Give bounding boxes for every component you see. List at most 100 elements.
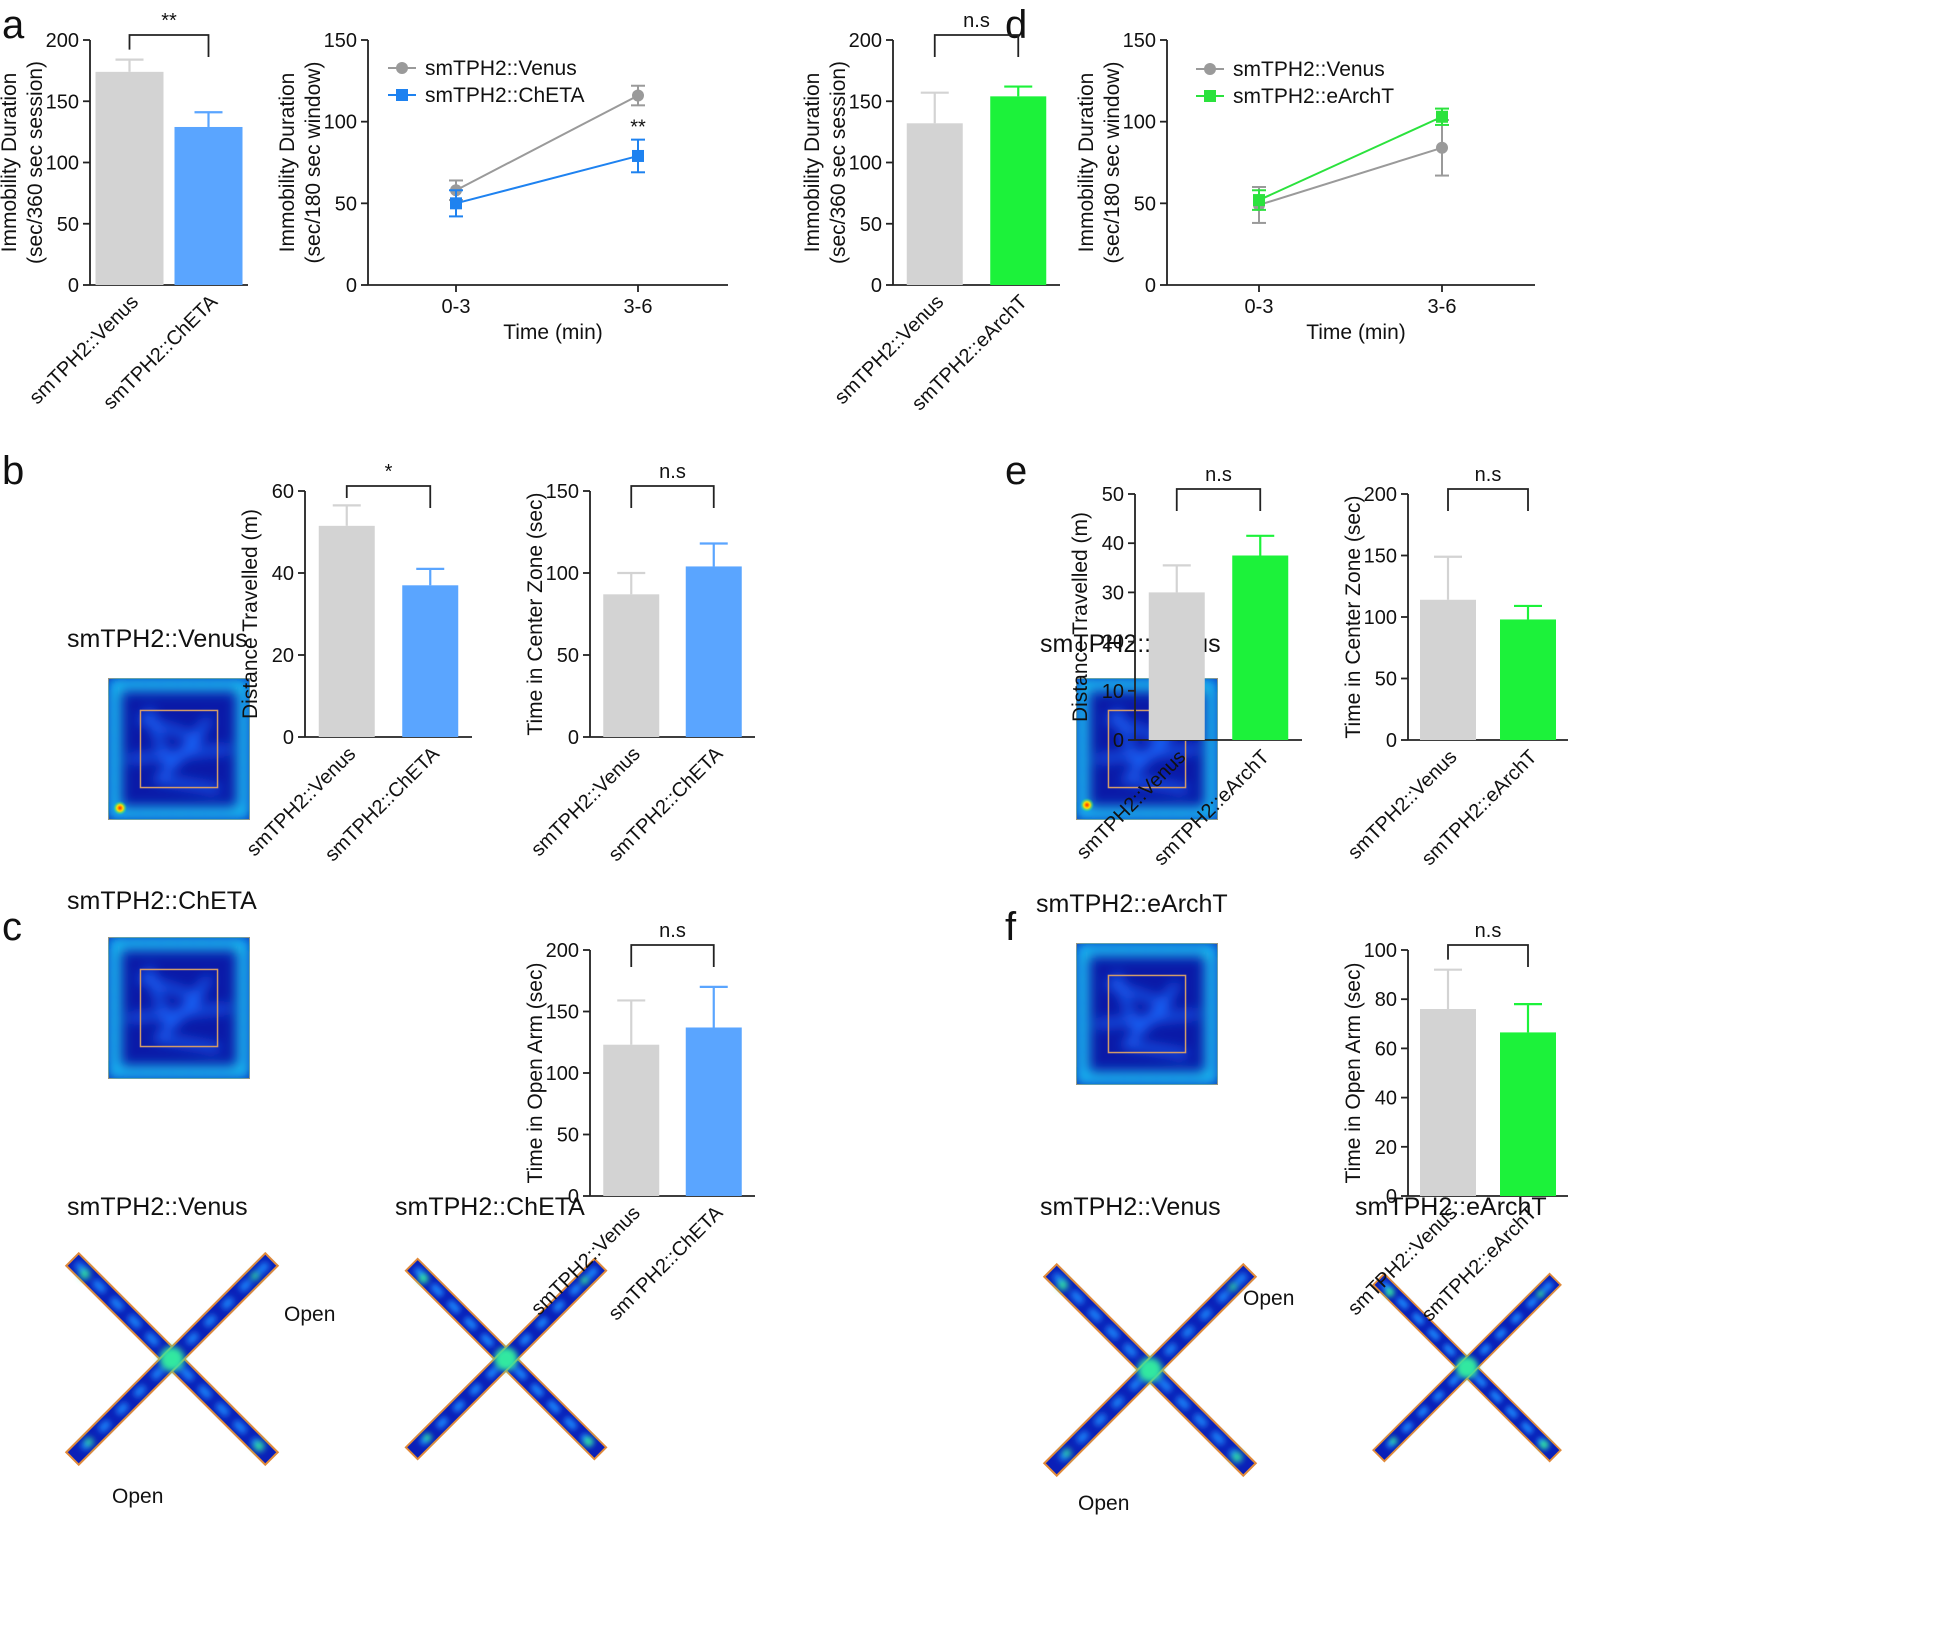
y-tick-label: 20 [1375, 1137, 1397, 1159]
panel-letter-d: d [1005, 3, 1027, 47]
x-tick-label: 3-6 [624, 296, 653, 318]
y-axis-label: Time in Open Arm (sec) [524, 963, 547, 1184]
significance-bracket [1175, 488, 1262, 511]
data-point [1436, 110, 1448, 123]
significance-label: n.s [1205, 464, 1232, 486]
y-tick-label: 0 [1386, 1186, 1397, 1208]
y-tick-label: 150 [546, 481, 579, 503]
maze-heatmap-f-earch [1373, 1274, 1560, 1461]
data-point [1436, 141, 1448, 154]
y-axis-label: Time in Open Arm (sec) [1342, 963, 1365, 1184]
series-line [1258, 146, 1443, 206]
y-axis-label: Time in Center Zone (sec) [524, 492, 547, 735]
bar [402, 585, 459, 737]
y-tick-label: 0 [1386, 730, 1397, 752]
y-axis-label: Distance Travelled (m) [1069, 512, 1092, 722]
y-tick-label: 100 [1364, 940, 1397, 962]
y-tick-label: 200 [849, 30, 882, 52]
open-arm-label: Open [284, 1303, 335, 1326]
y-axis-label: (sec/180 sec window) [1101, 62, 1124, 264]
series-line [455, 94, 639, 192]
y-tick-label: 150 [324, 30, 357, 52]
y-tick-label: 0 [68, 275, 79, 297]
bar [603, 1044, 660, 1196]
x-tick-label: 0-3 [442, 296, 471, 318]
x-tick-label: 3-6 [1428, 296, 1457, 318]
bar [603, 594, 660, 737]
y-axis-label: Immobility Duration [0, 73, 21, 253]
y-tick-label: 100 [1123, 112, 1156, 134]
y-axis-label: Immobility Duration [801, 73, 824, 253]
bar [1148, 592, 1205, 740]
line-chart-d_line: 0 50 100 150 Immobility Duration (sec/180 sec… [1075, 30, 1535, 344]
y-tick-label: 0 [346, 275, 357, 297]
bar [685, 566, 742, 737]
significance-label: ** [630, 117, 646, 139]
significance-label: n.s [963, 10, 990, 32]
bar [1500, 1032, 1556, 1196]
data-point [450, 197, 462, 210]
line-chart-a_line: 0 50 100 150 Immobility Duration (sec/180 sec… [276, 30, 728, 344]
data-point [632, 149, 644, 162]
y-tick-label: 0 [1113, 730, 1124, 752]
bar [685, 1027, 742, 1196]
y-tick-label: 0 [1145, 275, 1156, 297]
panel-letter-e: e [1005, 449, 1027, 493]
y-tick-label: 100 [46, 153, 79, 175]
significance-bracket [128, 34, 210, 57]
y-tick-label: 20 [272, 645, 294, 667]
maze-heatmap-c-venus [66, 1253, 277, 1464]
openfield-heatmap-b-venus [108, 678, 250, 820]
y-tick-label: 10 [1102, 681, 1124, 703]
bar [1500, 619, 1556, 740]
heatmap-label-c-chet: smTPH2::ChETA [395, 1193, 585, 1221]
legend-label: smTPH2::Venus [425, 57, 577, 80]
y-tick-label: 150 [546, 1002, 579, 1024]
y-axis-label: Immobility Duration [276, 73, 299, 253]
bar-chart-d_bar: 0 50 100 150 200 Immobility Duration (sec/360 … [801, 10, 1060, 415]
series-line [1258, 115, 1443, 201]
bar [95, 71, 164, 285]
y-tick-label: 50 [557, 1125, 579, 1147]
significance-label: n.s [659, 461, 686, 483]
bar-chart-a_bar: 0 50 100 150 200 Immobility Duration (sec/360 … [0, 10, 248, 414]
legend-marker [1204, 90, 1216, 102]
significance-label: * [385, 461, 393, 483]
bar [1232, 555, 1289, 740]
bar [174, 126, 243, 285]
heatmap-label-b-venus: smTPH2::Venus [67, 625, 248, 653]
y-tick-label: 50 [1102, 484, 1124, 506]
maze-heatmap-f-venus [1044, 1264, 1255, 1475]
y-axis-label: Immobility Duration [1075, 73, 1098, 253]
legend-label: smTPH2::eArchT [1233, 85, 1394, 108]
y-tick-label: 200 [1364, 484, 1397, 506]
y-tick-label: 40 [1102, 533, 1124, 555]
panel-letter-c: c [2, 905, 22, 949]
series-line [455, 154, 639, 205]
panel-letter-b: b [2, 449, 24, 493]
data-point [632, 89, 644, 102]
heatmap-label-f-earch: smTPH2::eArchT [1355, 1193, 1547, 1221]
y-tick-label: 100 [546, 1063, 579, 1085]
open-arm-label: Open [1078, 1492, 1129, 1515]
y-tick-label: 50 [335, 193, 357, 215]
heatmap-label-c-venus: smTPH2::Venus [67, 1193, 248, 1221]
y-tick-label: 40 [1375, 1088, 1397, 1110]
maze-heatmap-c-chet [406, 1259, 606, 1459]
open-arm-label: Open [112, 1485, 163, 1508]
hotspot [1080, 798, 1094, 812]
y-tick-label: 80 [1375, 989, 1397, 1011]
openfield-heatmap-b-chet [108, 937, 250, 1079]
x-axis-label: Time (min) [1306, 321, 1406, 344]
significance-label: n.s [1475, 464, 1502, 486]
y-tick-label: 50 [860, 214, 882, 236]
y-tick-label: 30 [1102, 582, 1124, 604]
hotspot [113, 801, 127, 815]
y-axis-label: Time in Center Zone (sec) [1342, 495, 1365, 738]
